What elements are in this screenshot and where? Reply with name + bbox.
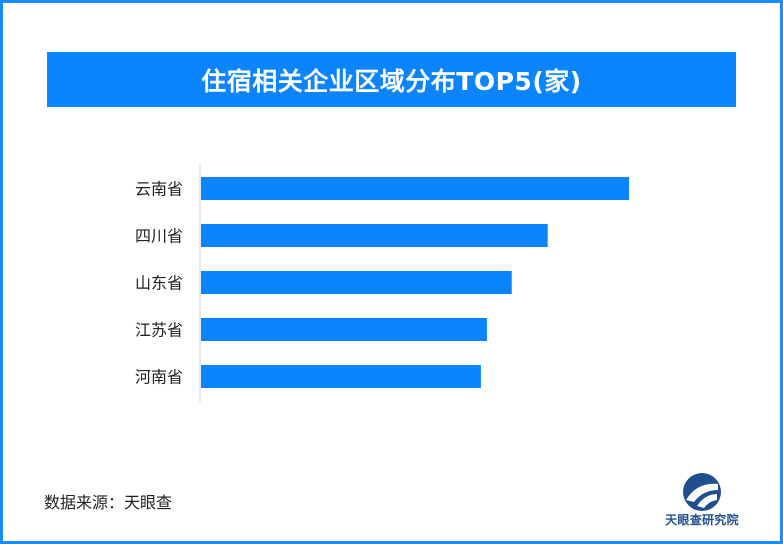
bar-4: [201, 318, 487, 341]
bar-2: [201, 224, 548, 247]
category-label-5: 河南省: [135, 368, 183, 387]
chart-title: 住宿相关企业区域分布TOP5(家): [201, 66, 582, 96]
tianyancha-logo-icon: [683, 473, 721, 511]
logo-text: 天眼查研究院: [665, 513, 739, 527]
bar-1: [201, 177, 629, 200]
category-label-4: 江苏省: [135, 321, 183, 340]
category-label-3: 山东省: [135, 274, 183, 293]
bar-3: [201, 271, 512, 294]
brand-logo: 天眼查研究院: [657, 470, 747, 532]
bar-5: [201, 365, 481, 388]
data-source-note: 数据来源：天眼查: [44, 493, 173, 512]
category-label-1: 云南省: [135, 180, 183, 199]
title-banner: 住宿相关企业区域分布TOP5(家): [47, 52, 736, 107]
category-label-2: 四川省: [135, 227, 183, 246]
